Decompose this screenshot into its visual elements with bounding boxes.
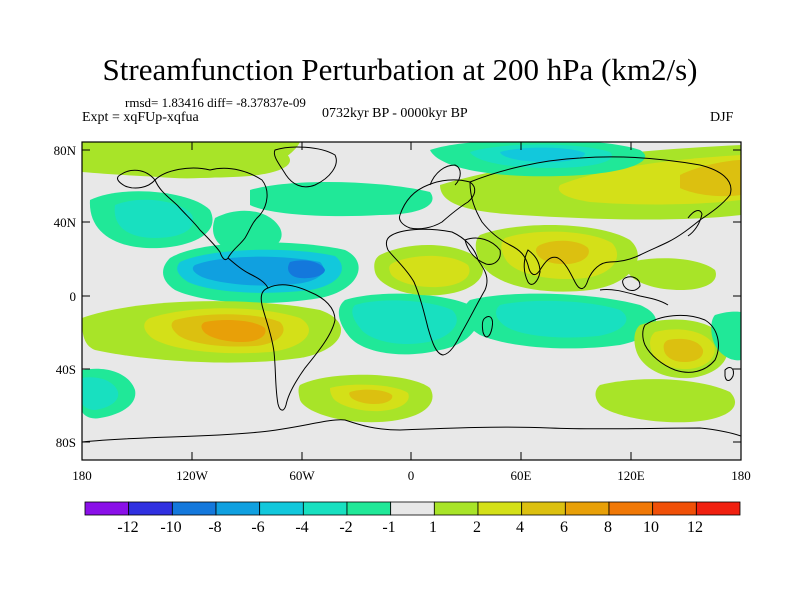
colorbar-box-13 bbox=[652, 501, 697, 516]
colorbar-box-3 bbox=[215, 501, 261, 516]
coast-greenland bbox=[273, 146, 337, 188]
contour-positive-africa-inner bbox=[389, 255, 470, 288]
colorbar-box-5 bbox=[302, 501, 348, 516]
coast-madagascar bbox=[481, 315, 493, 338]
map-title: Streamfunction Perturbation at 200 hPa (… bbox=[102, 52, 698, 87]
contour-positive-australia-6 bbox=[663, 338, 704, 362]
coast-asia bbox=[469, 156, 732, 289]
contour-negative-arctic-core bbox=[500, 147, 585, 163]
coast-europe bbox=[399, 179, 476, 230]
contour-positive-southern-ocean-6 bbox=[349, 389, 393, 404]
colorbar-box-2 bbox=[171, 501, 217, 516]
coast-antarctica bbox=[82, 419, 741, 443]
colorbar-box-8 bbox=[433, 501, 479, 516]
contour-positive-south-pacific-8 bbox=[201, 320, 266, 342]
colorbar-label-1: 1 bbox=[429, 519, 437, 536]
coast-australia bbox=[642, 315, 719, 373]
colorbar-label-minus4: -4 bbox=[295, 519, 308, 536]
xtick-label-120w: 120W bbox=[176, 468, 209, 483]
coast-central-america bbox=[227, 257, 269, 289]
coast-japan bbox=[687, 210, 703, 237]
contour-negative-indian-inner bbox=[495, 300, 627, 338]
contour-negative-north-atlantic bbox=[250, 181, 433, 217]
colorbar-label-minus2: -2 bbox=[339, 519, 352, 536]
contour-positive-india-6 bbox=[536, 240, 589, 265]
colorbar-label-10: 10 bbox=[643, 519, 659, 536]
colorbar-label-6: 6 bbox=[560, 519, 568, 536]
ytick-label-40n: 40N bbox=[54, 215, 77, 230]
colorbar-label-2: 2 bbox=[473, 519, 481, 536]
xtick-label-0: 0 bbox=[408, 468, 415, 483]
colorbar-label-minus8: -8 bbox=[208, 519, 221, 536]
xtick-label-180-left: 180 bbox=[72, 468, 92, 483]
coast-borneo bbox=[622, 276, 641, 291]
colorbar-label-8: 8 bbox=[604, 519, 612, 536]
xtick-label-180-right: 180 bbox=[731, 468, 751, 483]
experiment-label: Expt = xqFUp-xqfua bbox=[82, 110, 199, 125]
colorbar-label-minus1: -1 bbox=[382, 519, 395, 536]
colorbar-box-10 bbox=[521, 501, 566, 516]
colorbar bbox=[84, 501, 741, 516]
contour-fields bbox=[82, 142, 741, 423]
colorbar-label-minus10: -10 bbox=[160, 519, 181, 536]
colorbar-box-14 bbox=[695, 501, 741, 516]
coast-india bbox=[523, 249, 541, 285]
xtick-label-120e: 120E bbox=[617, 468, 645, 483]
contour-negative-north-pacific-inner bbox=[114, 199, 194, 238]
contour-positive-west-pacific bbox=[626, 258, 716, 290]
coast-new-zealand bbox=[724, 367, 734, 381]
coastlines bbox=[82, 146, 741, 443]
contour-negative-southern-pacific-inner bbox=[82, 377, 119, 410]
colorbar-box-6 bbox=[346, 501, 392, 516]
colorbar-labels: -12 -10 -8 -6 -4 -2 -1 1 2 4 6 8 10 12 bbox=[117, 519, 703, 536]
coast-arabia bbox=[464, 237, 501, 265]
stats-text: rmsd= 1.83416 diff= -8.37837e-09 bbox=[125, 95, 306, 110]
coast-africa bbox=[385, 228, 488, 356]
coast-indonesia bbox=[599, 289, 669, 306]
coast-north-america bbox=[154, 167, 268, 261]
xtick-label-60e: 60E bbox=[511, 468, 532, 483]
coast-alaska bbox=[117, 169, 156, 189]
colorbar-label-minus12: -12 bbox=[117, 519, 138, 536]
colorbar-box-7 bbox=[390, 501, 435, 516]
period-label: 0732kyr BP - 0000kyr BP bbox=[322, 106, 468, 121]
contour-positive-north-pacific bbox=[82, 142, 290, 178]
coast-scandinavia bbox=[429, 164, 461, 186]
season-label: DJF bbox=[710, 110, 734, 125]
colorbar-label-4: 4 bbox=[516, 519, 524, 536]
contour-positive-south-indian bbox=[595, 379, 736, 423]
colorbar-box-12 bbox=[608, 501, 654, 516]
ytick-label-0: 0 bbox=[70, 289, 77, 304]
colorbar-box-0 bbox=[84, 501, 130, 516]
contour-negative-tropical-peak bbox=[288, 260, 325, 279]
colorbar-box-1 bbox=[128, 501, 173, 516]
contour-positive-asia-core bbox=[680, 160, 741, 197]
ytick-label-80n: 80N bbox=[54, 143, 77, 158]
contour-negative-america-lobe bbox=[212, 210, 282, 253]
coast-south-america bbox=[260, 284, 336, 411]
xtick-label-60w: 60W bbox=[289, 468, 315, 483]
ytick-label-80s: 80S bbox=[56, 435, 76, 450]
colorbar-label-minus6: -6 bbox=[251, 519, 264, 536]
colorbar-box-11 bbox=[564, 501, 610, 516]
ytick-label-40s: 40S bbox=[56, 362, 76, 377]
axis-ticks bbox=[82, 142, 741, 460]
colorbar-box-9 bbox=[477, 501, 523, 516]
contour-negative-south-atlantic-inner bbox=[352, 300, 457, 345]
colorbar-box-4 bbox=[259, 501, 304, 516]
colorbar-label-12: 12 bbox=[687, 519, 703, 536]
